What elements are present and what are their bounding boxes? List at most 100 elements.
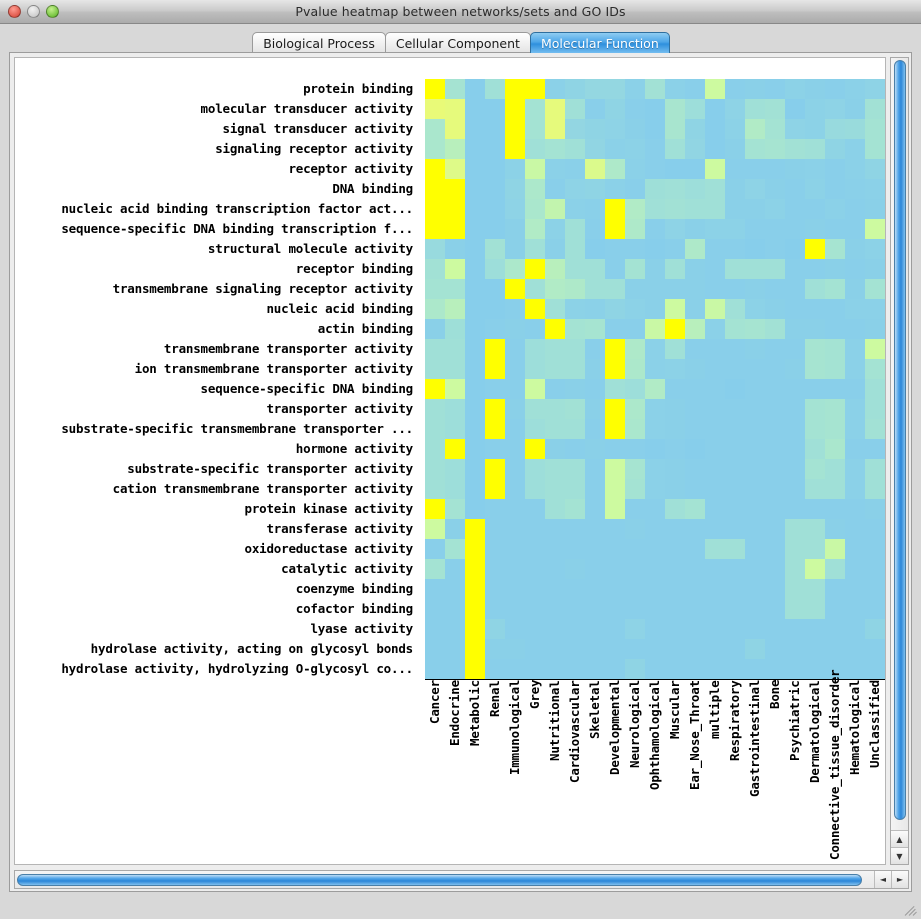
tab-biological-process[interactable]: Biological Process [252, 32, 386, 53]
horizontal-scrollbar[interactable]: ◄ ► [14, 870, 909, 889]
heatmap-cell[interactable] [445, 399, 465, 419]
heatmap-cell[interactable] [785, 519, 805, 539]
heatmap-cell[interactable] [625, 159, 645, 179]
heatmap-cell[interactable] [805, 459, 825, 479]
heatmap-cell[interactable] [445, 379, 465, 399]
heatmap-cell[interactable] [505, 179, 525, 199]
heatmap-cell[interactable] [565, 619, 585, 639]
heatmap-cell[interactable] [525, 79, 545, 99]
heatmap-cell[interactable] [545, 579, 565, 599]
heatmap-cell[interactable] [565, 199, 585, 219]
heatmap-cell[interactable] [825, 479, 845, 499]
heatmap-cell[interactable] [765, 399, 785, 419]
heatmap-cell[interactable] [485, 519, 505, 539]
heatmap-cell[interactable] [825, 179, 845, 199]
heatmap-cell[interactable] [565, 459, 585, 479]
heatmap-cell[interactable] [665, 279, 685, 299]
heatmap-cell[interactable] [825, 119, 845, 139]
heatmap-cell[interactable] [545, 379, 565, 399]
heatmap-cell[interactable] [545, 279, 565, 299]
heatmap-cell[interactable] [665, 119, 685, 139]
heatmap-cell[interactable] [445, 539, 465, 559]
heatmap-cell[interactable] [625, 539, 645, 559]
heatmap-cell[interactable] [725, 539, 745, 559]
heatmap-cell[interactable] [845, 399, 865, 419]
heatmap-cell[interactable] [525, 239, 545, 259]
heatmap-cell[interactable] [425, 99, 445, 119]
heatmap-cell[interactable] [605, 79, 625, 99]
heatmap-cell[interactable] [505, 239, 525, 259]
heatmap-cell[interactable] [505, 659, 525, 679]
heatmap-cell[interactable] [785, 639, 805, 659]
heatmap-cell[interactable] [865, 559, 885, 579]
heatmap-cell[interactable] [765, 79, 785, 99]
heatmap-cell[interactable] [765, 179, 785, 199]
heatmap-cell[interactable] [425, 479, 445, 499]
horizontal-scrollbar-thumb[interactable] [17, 874, 862, 886]
heatmap-cell[interactable] [645, 259, 665, 279]
heatmap-cell[interactable] [725, 359, 745, 379]
heatmap-cell[interactable] [585, 279, 605, 299]
heatmap-cell[interactable] [485, 379, 505, 399]
heatmap-cell[interactable] [745, 279, 765, 299]
heatmap-cell[interactable] [865, 279, 885, 299]
heatmap-cell[interactable] [745, 359, 765, 379]
heatmap-cell[interactable] [805, 479, 825, 499]
heatmap-cell[interactable] [445, 139, 465, 159]
heatmap-cell[interactable] [645, 459, 665, 479]
heatmap-cell[interactable] [445, 159, 465, 179]
heatmap-cell[interactable] [545, 439, 565, 459]
heatmap-cell[interactable] [605, 279, 625, 299]
heatmap-cell[interactable] [545, 319, 565, 339]
heatmap-cell[interactable] [545, 519, 565, 539]
heatmap-cell[interactable] [785, 179, 805, 199]
heatmap-cell[interactable] [865, 399, 885, 419]
heatmap-cell[interactable] [785, 579, 805, 599]
heatmap-cell[interactable] [745, 379, 765, 399]
heatmap-cell[interactable] [465, 639, 485, 659]
heatmap-cell[interactable] [645, 599, 665, 619]
heatmap-cell[interactable] [825, 359, 845, 379]
heatmap-cell[interactable] [865, 79, 885, 99]
heatmap-cell[interactable] [865, 619, 885, 639]
heatmap-cell[interactable] [685, 259, 705, 279]
heatmap-cell[interactable] [625, 139, 645, 159]
heatmap-cell[interactable] [505, 439, 525, 459]
heatmap-cell[interactable] [845, 459, 865, 479]
heatmap-cell[interactable] [545, 119, 565, 139]
heatmap-cell[interactable] [845, 339, 865, 359]
heatmap-cell[interactable] [545, 159, 565, 179]
heatmap-cell[interactable] [485, 459, 505, 479]
heatmap-cell[interactable] [845, 659, 865, 679]
heatmap-cell[interactable] [625, 519, 645, 539]
heatmap-cell[interactable] [625, 359, 645, 379]
heatmap-cell[interactable] [685, 179, 705, 199]
heatmap-cell[interactable] [505, 379, 525, 399]
heatmap-cell[interactable] [765, 259, 785, 279]
heatmap-cell[interactable] [485, 299, 505, 319]
heatmap-cell[interactable] [505, 639, 525, 659]
heatmap-cell[interactable] [605, 619, 625, 639]
heatmap-cell[interactable] [625, 239, 645, 259]
heatmap-cell[interactable] [445, 479, 465, 499]
heatmap-cell[interactable] [665, 239, 685, 259]
heatmap-cell[interactable] [845, 99, 865, 119]
heatmap-cell[interactable] [465, 659, 485, 679]
zoom-button-icon[interactable] [46, 5, 59, 18]
heatmap-cell[interactable] [645, 639, 665, 659]
heatmap-cell[interactable] [465, 199, 485, 219]
heatmap-cell[interactable] [805, 499, 825, 519]
heatmap-cell[interactable] [505, 119, 525, 139]
heatmap-cell[interactable] [545, 539, 565, 559]
heatmap-cell[interactable] [725, 659, 745, 679]
heatmap-cell[interactable] [485, 319, 505, 339]
heatmap-cell[interactable] [565, 559, 585, 579]
heatmap-cell[interactable] [725, 399, 745, 419]
heatmap-cell[interactable] [785, 299, 805, 319]
heatmap-cell[interactable] [725, 279, 745, 299]
heatmap-cell[interactable] [725, 139, 745, 159]
heatmap-cell[interactable] [705, 579, 725, 599]
heatmap-cell[interactable] [485, 139, 505, 159]
heatmap-cell[interactable] [685, 659, 705, 679]
heatmap-cell[interactable] [645, 539, 665, 559]
